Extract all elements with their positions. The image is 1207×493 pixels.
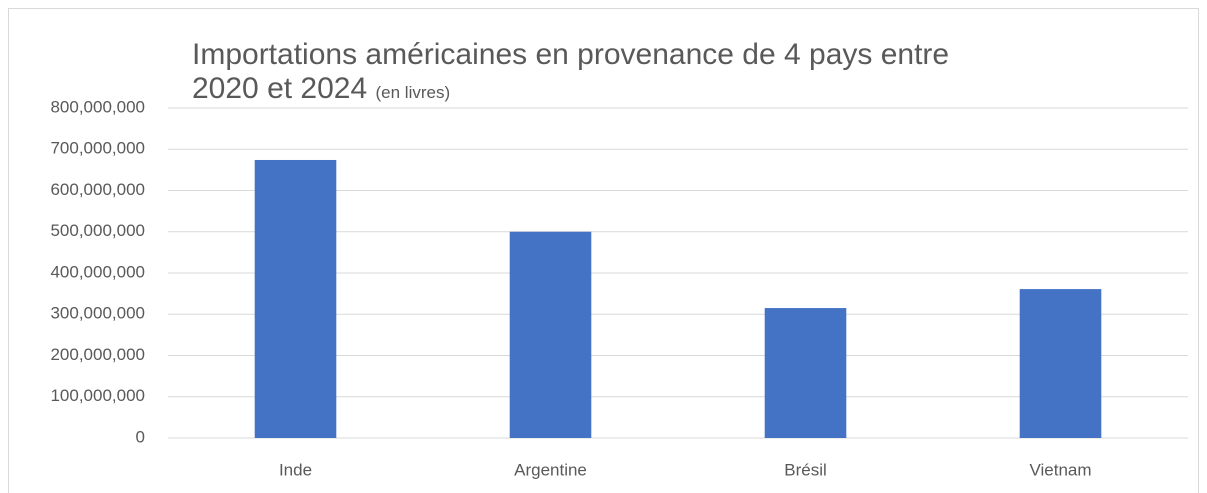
bar xyxy=(254,159,337,438)
y-tick-label: 400,000,000 xyxy=(50,262,145,281)
y-tick-label: 200,000,000 xyxy=(50,345,145,364)
x-tick-label: Vietnam xyxy=(1029,460,1091,479)
y-tick-label: 600,000,000 xyxy=(50,180,145,199)
x-tick-label: Argentine xyxy=(514,460,587,479)
chart-title: Importations américaines en provenance d… xyxy=(192,38,950,105)
y-tick-label: 700,000,000 xyxy=(50,139,145,158)
y-tick-label: 500,000,000 xyxy=(50,221,145,240)
y-tick-label: 100,000,000 xyxy=(50,386,145,405)
y-tick-label: 800,000,000 xyxy=(50,97,145,116)
chart-subtitle: (en livres) xyxy=(375,83,451,102)
y-tick-label: 300,000,000 xyxy=(50,304,145,323)
bar xyxy=(509,231,592,438)
x-tick-label: Inde xyxy=(279,460,312,479)
y-tick-label: 0 xyxy=(136,427,145,446)
chart-title-block: Importations américaines en provenance d… xyxy=(192,38,1022,110)
x-tick-label: Brésil xyxy=(784,460,827,479)
bar xyxy=(764,308,847,438)
chart-border xyxy=(8,8,1199,493)
bar xyxy=(1019,289,1102,438)
